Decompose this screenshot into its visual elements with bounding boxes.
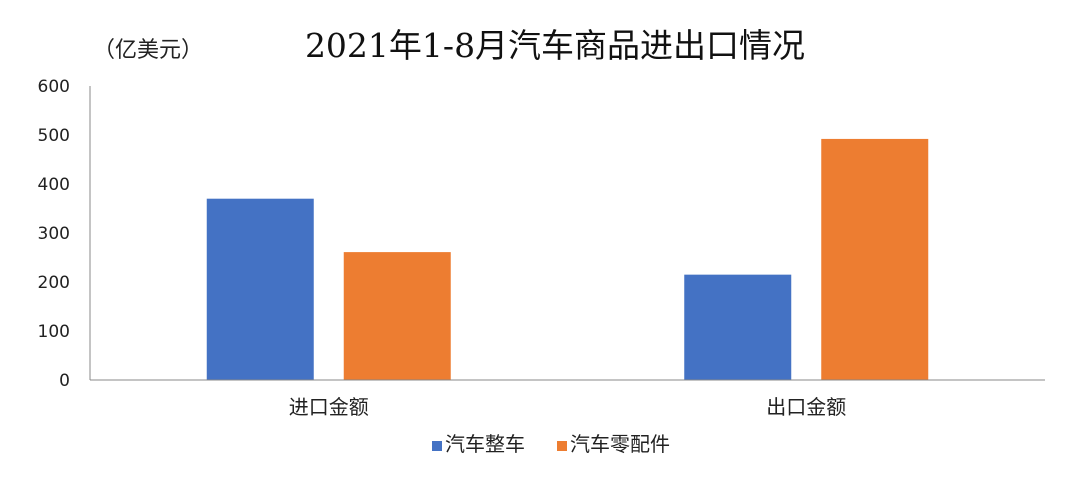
chart-title: 2021年1-8月汽车商品进出口情况	[305, 26, 805, 65]
bar-parts-export	[821, 138, 929, 380]
y-tick-label: 400	[38, 175, 70, 195]
legend-swatch	[557, 441, 567, 451]
y-tick-label: 500	[38, 126, 70, 146]
bars	[206, 138, 929, 380]
bar-vehicle-export	[684, 274, 792, 380]
bar-parts-import	[343, 252, 451, 380]
x-category-label: 进口金额	[289, 395, 369, 419]
y-tick-label: 100	[38, 322, 70, 342]
x-axis: 进口金额 出口金额	[90, 379, 1045, 419]
legend-swatch	[432, 441, 442, 451]
y-tick-label: 300	[38, 224, 70, 244]
x-category-label: 出口金额	[766, 395, 846, 419]
legend-label: 汽车整车	[445, 432, 525, 456]
y-tick-label: 200	[38, 273, 70, 293]
y-tick-label: 600	[38, 77, 70, 97]
bar-vehicle-import	[206, 198, 314, 380]
unit-label: （亿美元）	[93, 38, 203, 63]
legend-label: 汽车零配件	[570, 432, 670, 456]
y-tick-label: 0	[59, 371, 70, 391]
y-axis: 0 100 200 300 400 500 600	[38, 77, 91, 391]
legend: 汽车整车 汽车零配件	[432, 432, 670, 456]
